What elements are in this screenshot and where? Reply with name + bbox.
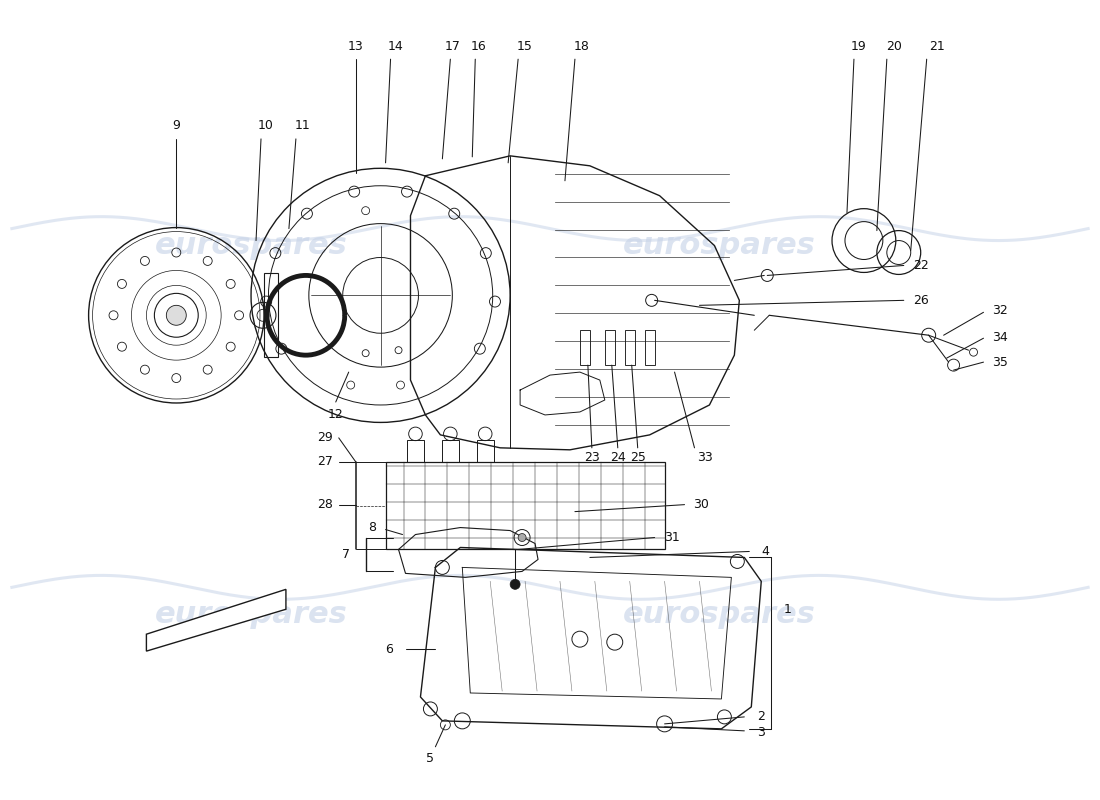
Text: 34: 34 xyxy=(992,330,1009,344)
Bar xyxy=(605,330,615,365)
Text: eurospares: eurospares xyxy=(623,231,816,260)
Text: 6: 6 xyxy=(385,642,393,656)
Text: 1: 1 xyxy=(783,602,791,616)
Text: 24: 24 xyxy=(609,451,626,464)
Text: 16: 16 xyxy=(471,40,486,53)
Text: 30: 30 xyxy=(693,498,710,511)
Bar xyxy=(264,274,278,357)
Text: 12: 12 xyxy=(328,409,343,422)
Bar xyxy=(625,330,635,365)
Text: 3: 3 xyxy=(757,726,766,739)
Text: 4: 4 xyxy=(761,545,769,558)
Text: 10: 10 xyxy=(258,119,274,133)
Polygon shape xyxy=(146,590,286,651)
Text: 17: 17 xyxy=(444,40,460,53)
Bar xyxy=(407,440,424,462)
Bar xyxy=(476,440,494,462)
Bar xyxy=(645,330,654,365)
Text: 25: 25 xyxy=(630,451,646,464)
Text: 22: 22 xyxy=(913,259,928,272)
Text: 9: 9 xyxy=(173,119,180,133)
Bar xyxy=(442,440,459,462)
Text: 13: 13 xyxy=(348,40,364,53)
Text: 31: 31 xyxy=(663,531,680,544)
Text: 26: 26 xyxy=(913,294,928,307)
Text: 27: 27 xyxy=(317,455,333,468)
Text: 28: 28 xyxy=(317,498,333,511)
Text: 14: 14 xyxy=(387,40,404,53)
Text: eurospares: eurospares xyxy=(155,231,348,260)
Circle shape xyxy=(166,306,186,326)
Text: eurospares: eurospares xyxy=(155,600,348,629)
Circle shape xyxy=(510,579,520,590)
Text: 11: 11 xyxy=(295,119,310,133)
Text: 7: 7 xyxy=(342,548,350,561)
Text: 15: 15 xyxy=(517,40,534,53)
Text: 8: 8 xyxy=(368,521,376,534)
Text: 18: 18 xyxy=(574,40,590,53)
Text: 2: 2 xyxy=(757,710,766,723)
Circle shape xyxy=(518,534,526,542)
Bar xyxy=(580,330,590,365)
Text: 5: 5 xyxy=(427,752,434,766)
Text: 21: 21 xyxy=(928,40,945,53)
Text: 29: 29 xyxy=(317,431,333,444)
Text: 23: 23 xyxy=(584,451,600,464)
Text: 32: 32 xyxy=(992,304,1009,317)
Text: 35: 35 xyxy=(992,356,1009,369)
Bar xyxy=(386,462,664,550)
Text: 33: 33 xyxy=(696,451,713,464)
Text: 20: 20 xyxy=(886,40,902,53)
Text: 19: 19 xyxy=(851,40,867,53)
Text: eurospares: eurospares xyxy=(623,600,816,629)
